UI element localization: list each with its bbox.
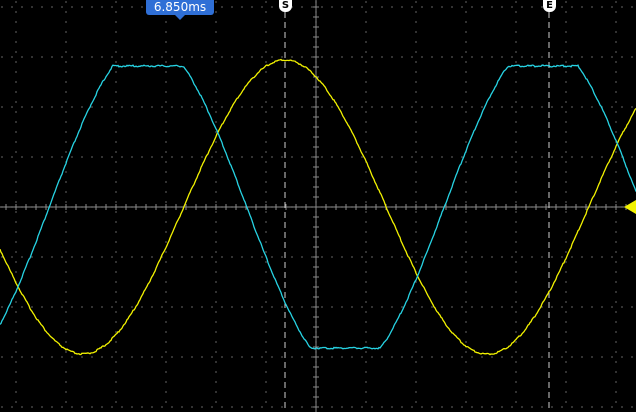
channel-cyan-trace <box>0 64 636 350</box>
cursor-end-tag[interactable]: E <box>543 0 556 12</box>
trigger-level-marker[interactable] <box>624 200 636 214</box>
channel-yellow-trace <box>0 58 636 356</box>
cursor-start-tag[interactable]: S <box>279 0 292 12</box>
timebase-readout[interactable]: 6.850ms <box>146 0 214 20</box>
